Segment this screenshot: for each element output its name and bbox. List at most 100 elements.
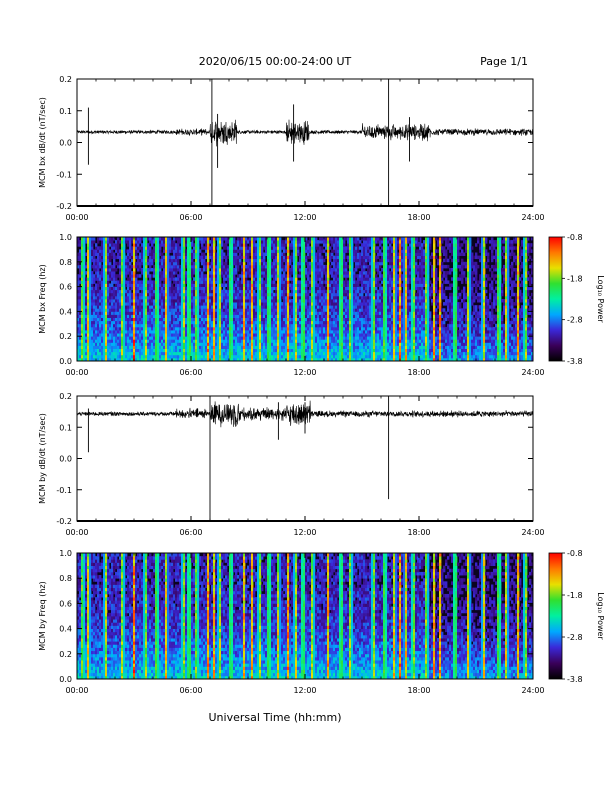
spectrogram-cell xyxy=(241,333,244,337)
spectrogram-cell xyxy=(235,333,238,337)
spectrogram-cell xyxy=(165,268,168,272)
spectrogram-cell xyxy=(231,357,234,362)
spectrogram-cell xyxy=(257,299,260,303)
spectrogram-cell xyxy=(97,261,100,266)
spectrogram-cell xyxy=(239,295,242,300)
spectrogram-cell xyxy=(285,333,288,337)
spectrogram-cell xyxy=(217,342,220,346)
spectrogram-cell xyxy=(317,243,320,247)
spectrogram-cell xyxy=(159,240,162,244)
spectrogram-cell xyxy=(229,243,232,247)
spectrogram-cell xyxy=(89,280,92,284)
spectrogram-cell xyxy=(83,333,86,337)
spectrogram-cell xyxy=(331,252,334,256)
spectrogram-cell xyxy=(137,295,140,300)
spectrogram-cell xyxy=(333,299,336,303)
spectrogram-cell xyxy=(167,295,170,300)
spectrogram-cell xyxy=(321,333,324,337)
spectrogram-cell xyxy=(113,314,116,318)
spectrogram-cell xyxy=(307,240,310,244)
spectrogram-cell xyxy=(155,246,158,250)
spectrogram-cell xyxy=(153,320,156,325)
spectrogram-cell xyxy=(213,240,216,244)
spectrogram-cell xyxy=(251,280,254,284)
spectrogram-cell xyxy=(271,336,274,340)
spectrogram-cell xyxy=(221,249,224,253)
spectrogram-cell xyxy=(283,354,286,359)
spectrogram-cell xyxy=(261,354,264,359)
spectrogram-cell xyxy=(165,314,168,318)
spectrogram-cell xyxy=(213,299,216,303)
spectrogram-cell xyxy=(195,354,198,359)
spectrogram-cell xyxy=(323,305,326,309)
spectrogram-cell xyxy=(263,283,266,287)
spectrogram-cell xyxy=(121,252,124,256)
spectrogram-cell xyxy=(133,308,136,312)
spectrogram-cell xyxy=(89,255,92,260)
spectrogram-cell xyxy=(253,351,256,356)
spectrogram-cell xyxy=(171,299,174,303)
spectrogram-cell xyxy=(207,295,210,300)
spectrogram-cell xyxy=(313,302,316,306)
spectrogram-cell xyxy=(325,314,328,318)
spectrogram-cell xyxy=(141,314,144,318)
spectrogram-cell xyxy=(251,292,254,297)
spectrogram-cell xyxy=(319,336,322,340)
spectrogram-cell xyxy=(223,277,226,281)
spectrogram-cell xyxy=(227,246,230,250)
spectrogram-cell xyxy=(231,305,234,309)
spectrogram-cell xyxy=(327,351,330,356)
spectrogram-cell xyxy=(201,326,204,331)
spectrogram-cell xyxy=(263,289,266,294)
spectrogram-cell xyxy=(145,274,148,278)
spectrogram-cell xyxy=(277,246,280,250)
spectrogram-cell xyxy=(225,240,228,244)
spectrogram-cell xyxy=(227,351,230,356)
spectrogram-cell xyxy=(213,308,216,312)
spectrogram-cell xyxy=(271,243,274,247)
spectrogram-cell xyxy=(321,326,324,331)
spectrogram-cell xyxy=(91,237,94,241)
spectrogram-cell xyxy=(111,320,114,325)
spectrogram-cell xyxy=(199,255,202,260)
spectrogram-cell xyxy=(205,305,208,309)
spectrogram-cell xyxy=(181,252,184,256)
spectrogram-cell xyxy=(283,348,286,353)
spectrogram-cell xyxy=(313,320,316,325)
spectrogram-cell xyxy=(201,330,204,334)
spectrogram-cell xyxy=(135,277,138,281)
spectrogram-cell xyxy=(245,277,248,281)
spectrogram-cell xyxy=(91,323,94,328)
spectrogram-cell xyxy=(279,246,282,250)
spectrogram-cell xyxy=(235,345,238,349)
spectrogram-cell xyxy=(307,299,310,303)
spectrogram-cell xyxy=(249,243,252,247)
spectrogram-cell xyxy=(259,354,262,359)
spectrogram-cell xyxy=(167,357,170,362)
spectrogram-cell xyxy=(179,314,182,318)
spectrogram-cell xyxy=(79,339,82,343)
spectrogram-cell xyxy=(101,299,104,303)
spectrogram-cell xyxy=(173,249,176,253)
spectrogram-cell xyxy=(209,283,212,287)
spectrogram-cell xyxy=(307,351,310,356)
spectrogram-cell xyxy=(201,280,204,284)
spectrogram-cell xyxy=(233,277,236,281)
spectrogram-cell xyxy=(137,342,140,346)
spectrogram-cell xyxy=(147,302,150,306)
spectrogram-cell xyxy=(237,345,240,349)
spectrogram-cell xyxy=(149,305,152,309)
spectrogram-cell xyxy=(253,261,256,266)
spectrogram-cell xyxy=(315,339,318,343)
spectrogram-cell xyxy=(125,333,128,337)
spectrogram-cell xyxy=(99,299,102,303)
spectrogram-cell xyxy=(185,305,188,309)
spectrogram-cell xyxy=(293,330,296,334)
spectrogram-cell xyxy=(189,243,192,247)
spectrogram-cell xyxy=(145,246,148,250)
spectrogram-cell xyxy=(151,305,154,309)
spectrogram-cell xyxy=(285,255,288,260)
spectrogram-cell xyxy=(313,283,316,287)
spectrogram-cell xyxy=(143,330,146,334)
spectrogram-cell xyxy=(135,295,138,300)
